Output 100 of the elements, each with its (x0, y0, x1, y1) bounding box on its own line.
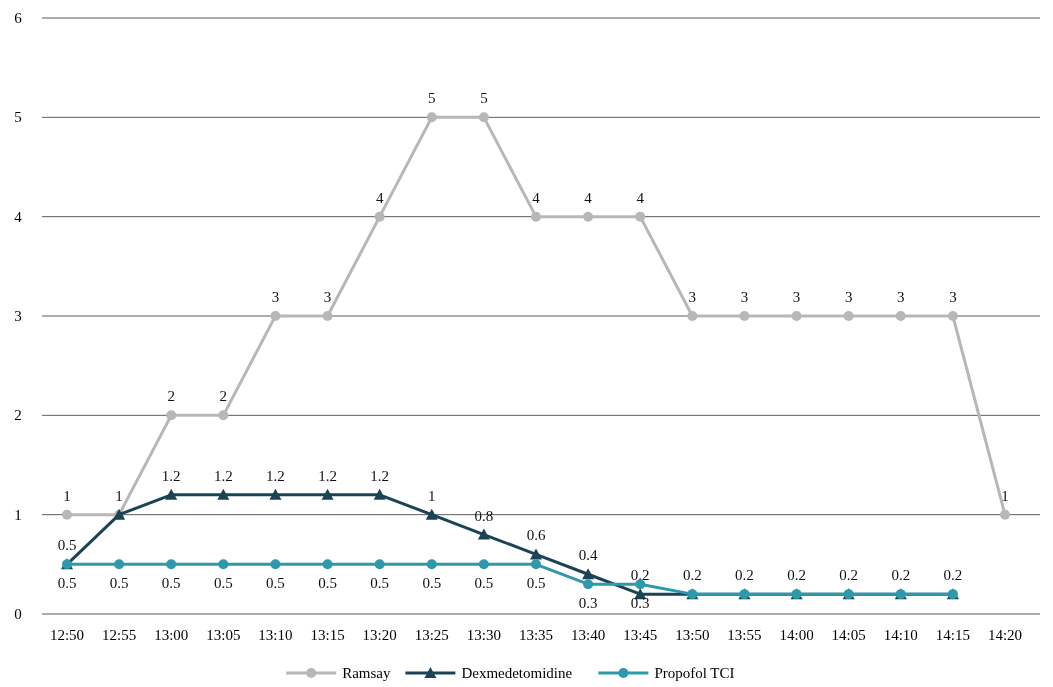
data-label: 3 (897, 289, 905, 305)
x-tick-label: 13:15 (310, 627, 345, 643)
point (62, 509, 72, 520)
point (217, 488, 230, 500)
point (114, 559, 125, 570)
data-label: 5 (428, 90, 436, 107)
point (791, 311, 802, 321)
x-tick-label: 13:10 (258, 627, 293, 643)
point (322, 559, 333, 570)
data-label: 1.2 (266, 467, 285, 484)
point (895, 311, 906, 321)
data-label: 2 (219, 388, 228, 405)
point (374, 211, 385, 222)
point (531, 559, 541, 570)
point (635, 211, 646, 222)
data-label: 0.2 (630, 567, 650, 584)
point (583, 579, 594, 590)
point (583, 211, 594, 222)
data-label: 1.2 (161, 467, 181, 484)
legend-label: Dexmedetomidine (461, 665, 573, 681)
data-label: 4 (532, 189, 541, 206)
data-label: 0.5 (318, 575, 337, 592)
point (218, 410, 229, 421)
data-label: 0.2 (735, 567, 754, 584)
data-label: 3 (271, 289, 280, 305)
point (425, 508, 438, 520)
x-tick-label: 14:15 (935, 627, 970, 643)
data-label: 1 (115, 487, 123, 504)
point (478, 112, 489, 123)
data-label: 0.4 (578, 547, 598, 564)
data-label: 0.2 (682, 567, 702, 584)
data-label: 1.2 (213, 467, 233, 484)
y-tick-label: 2 (14, 407, 22, 424)
y-tick-label: 0 (14, 606, 22, 622)
point (166, 410, 177, 421)
data-label: 4 (584, 189, 593, 206)
data-label: 0.5 (109, 575, 129, 592)
point (165, 488, 178, 500)
point (687, 311, 698, 321)
point (1000, 509, 1010, 520)
y-tick-label: 1 (14, 506, 22, 523)
data-label: 1 (1001, 487, 1009, 504)
point (426, 559, 437, 570)
point (635, 579, 646, 590)
x-tick-label: 12:55 (102, 627, 137, 643)
point (322, 311, 333, 321)
x-tick-label: 13:40 (571, 627, 606, 643)
point (321, 488, 334, 500)
y-tick-label: 4 (14, 208, 23, 225)
data-label: 0.5 (370, 575, 390, 592)
data-label: 0.2 (891, 567, 911, 584)
point (269, 488, 282, 500)
x-tick-label: 13:00 (154, 627, 189, 643)
data-label: 4 (375, 189, 384, 206)
data-label: 0.3 (578, 595, 598, 612)
data-label: 0.6 (526, 527, 546, 544)
data-label: 0.5 (57, 575, 77, 592)
point (478, 559, 489, 570)
x-tick-label: 14:05 (831, 627, 866, 643)
point (739, 311, 750, 321)
x-tick-label: 13:45 (623, 627, 658, 643)
data-label: 4 (636, 189, 645, 206)
data-label: 3 (844, 289, 853, 305)
point (477, 528, 490, 540)
legend-label: Propofol TCI (654, 665, 735, 681)
data-label: 0.5 (526, 575, 546, 592)
data-label: 0.5 (266, 575, 285, 592)
data-label: 0.5 (213, 575, 233, 592)
x-tick-label: 13:50 (675, 627, 710, 643)
y-tick-label: 6 (14, 10, 23, 26)
data-label: 2 (167, 388, 175, 405)
point (374, 559, 385, 570)
point (218, 559, 229, 570)
data-label: 0.5 (422, 575, 442, 592)
x-tick-label: 14:00 (779, 627, 814, 643)
data-label: 0.2 (787, 567, 806, 584)
y-tick-label: 3 (14, 308, 22, 324)
x-tick-label: 13:20 (362, 627, 397, 643)
data-label: 3 (740, 289, 749, 305)
data-label: 1 (63, 487, 71, 504)
point (531, 211, 541, 222)
point (947, 311, 958, 321)
data-label: 0.3 (630, 595, 650, 612)
data-label: 0.5 (161, 575, 181, 592)
x-tick-label: 14:10 (883, 627, 918, 643)
point (426, 112, 437, 123)
legend-label: Ramsay (342, 665, 392, 681)
data-label: 1.2 (370, 467, 390, 484)
point (843, 311, 854, 321)
x-tick-label: 13:55 (727, 627, 762, 643)
point (582, 568, 595, 580)
point (270, 559, 281, 570)
point (530, 548, 542, 560)
data-label: 3 (323, 289, 332, 305)
point (373, 488, 386, 500)
y-tick-label: 5 (14, 109, 22, 126)
data-label: 0.2 (943, 567, 963, 584)
data-label: 0.5 (57, 537, 77, 554)
data-label: 3 (949, 289, 957, 305)
data-label: 5 (480, 90, 488, 107)
